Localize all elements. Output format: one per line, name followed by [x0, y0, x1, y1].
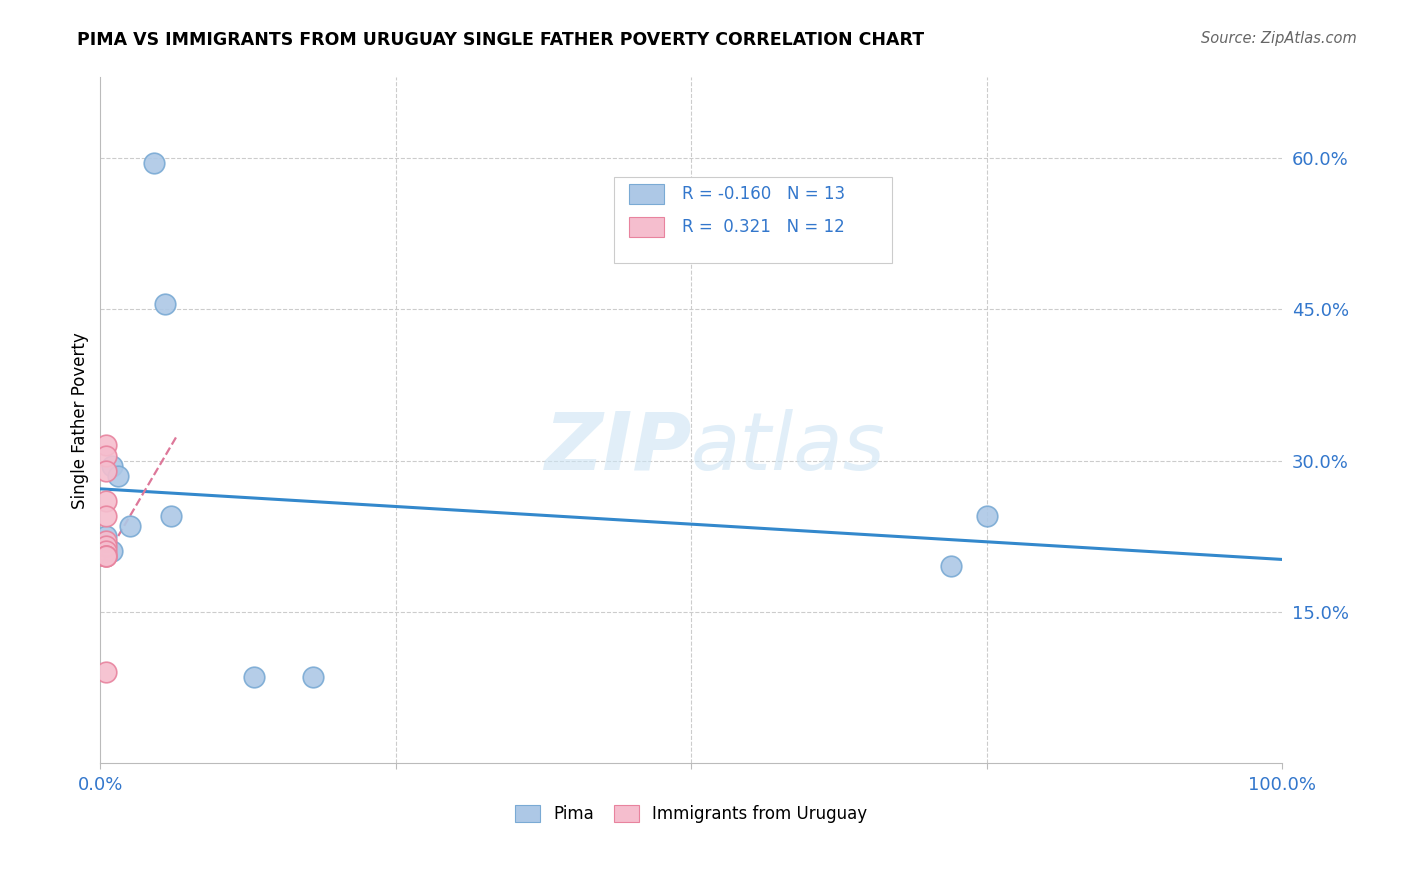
Point	[96, 539, 118, 553]
Point	[96, 509, 118, 524]
Point	[302, 670, 325, 684]
Text: ZIP: ZIP	[544, 409, 692, 487]
Bar	[614, 177, 891, 262]
Point	[939, 559, 962, 574]
Point	[96, 438, 118, 452]
Bar	[628, 184, 664, 204]
Legend: Pima, Immigrants from Uruguay: Pima, Immigrants from Uruguay	[515, 805, 868, 823]
Point	[96, 539, 118, 553]
Point	[96, 494, 118, 508]
Point	[107, 468, 129, 483]
Point	[96, 449, 118, 463]
Text: PIMA VS IMMIGRANTS FROM URUGUAY SINGLE FATHER POVERTY CORRELATION CHART: PIMA VS IMMIGRANTS FROM URUGUAY SINGLE F…	[77, 31, 925, 49]
Bar	[628, 217, 664, 237]
Point	[96, 464, 118, 478]
Point	[96, 549, 118, 564]
Text: Source: ZipAtlas.com: Source: ZipAtlas.com	[1201, 31, 1357, 46]
Point	[96, 529, 118, 543]
Y-axis label: Single Father Poverty: Single Father Poverty	[72, 332, 89, 508]
Point	[101, 544, 124, 558]
Text: R =  0.321   N = 12: R = 0.321 N = 12	[682, 218, 845, 235]
Point	[118, 519, 141, 533]
Point	[96, 534, 118, 549]
Point	[96, 665, 118, 680]
Point	[155, 297, 177, 311]
Point	[142, 156, 165, 170]
Point	[243, 670, 266, 684]
Text: R = -0.160   N = 13: R = -0.160 N = 13	[682, 185, 845, 203]
Point	[96, 544, 118, 558]
Point	[96, 549, 118, 564]
Point	[160, 509, 183, 524]
Point	[96, 549, 118, 564]
Text: atlas: atlas	[692, 409, 886, 487]
Point	[976, 509, 998, 524]
Point	[101, 458, 124, 473]
